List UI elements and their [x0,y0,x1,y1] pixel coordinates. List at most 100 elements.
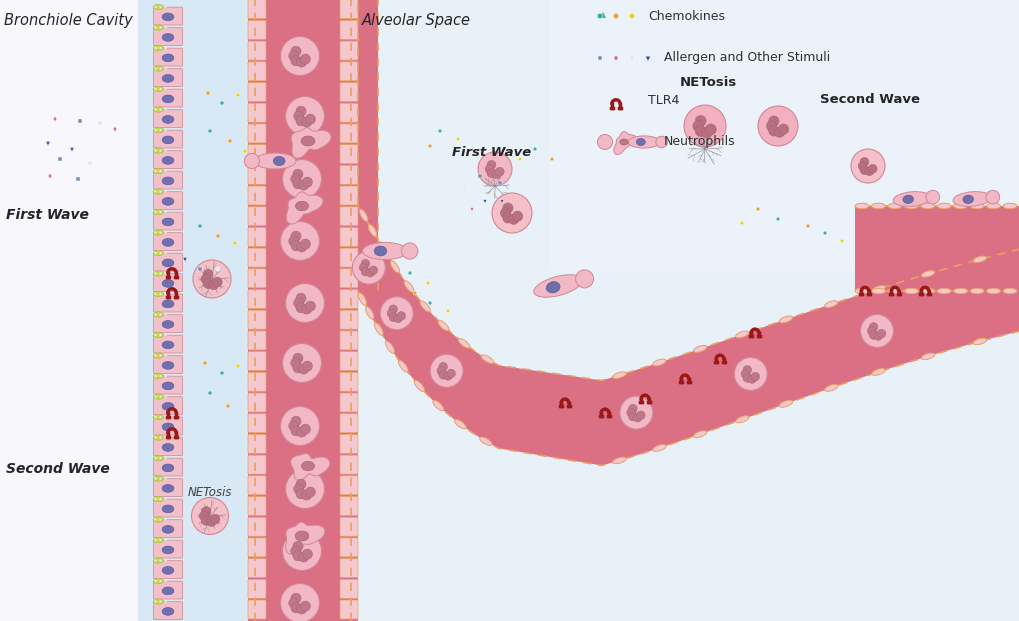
Circle shape [159,252,161,254]
Circle shape [302,304,312,314]
Circle shape [159,396,161,397]
Circle shape [164,273,166,274]
Circle shape [860,314,893,347]
Circle shape [154,375,157,377]
Ellipse shape [162,443,173,451]
Ellipse shape [153,189,163,194]
Ellipse shape [153,312,163,317]
Ellipse shape [162,402,173,410]
Circle shape [154,109,157,111]
Ellipse shape [153,394,163,399]
Bar [358,0,1019,621]
FancyBboxPatch shape [153,233,182,250]
Circle shape [159,457,161,459]
Circle shape [201,274,211,284]
Circle shape [210,514,220,524]
Circle shape [288,236,299,246]
Circle shape [282,160,321,199]
Ellipse shape [972,338,985,345]
Polygon shape [755,207,759,211]
Ellipse shape [153,25,163,30]
Ellipse shape [153,578,163,584]
Circle shape [159,498,161,500]
Ellipse shape [969,288,983,294]
FancyBboxPatch shape [153,602,182,620]
Polygon shape [645,56,650,61]
Circle shape [300,239,310,249]
Circle shape [203,279,213,289]
Polygon shape [220,101,224,105]
Ellipse shape [162,382,173,390]
FancyBboxPatch shape [248,103,266,122]
Ellipse shape [153,353,163,358]
Circle shape [491,170,500,179]
FancyBboxPatch shape [248,455,266,474]
Circle shape [164,68,166,70]
Circle shape [302,361,312,371]
FancyBboxPatch shape [153,171,182,189]
FancyBboxPatch shape [339,165,358,184]
Ellipse shape [636,138,645,145]
Ellipse shape [620,139,628,145]
Circle shape [768,116,779,126]
Polygon shape [775,217,780,221]
Ellipse shape [162,156,173,165]
Circle shape [164,539,166,541]
Circle shape [518,157,522,161]
Circle shape [154,478,157,479]
Ellipse shape [972,256,985,263]
Circle shape [297,242,307,252]
Circle shape [154,457,157,459]
Ellipse shape [153,599,163,604]
FancyBboxPatch shape [339,248,358,267]
FancyBboxPatch shape [339,538,358,557]
Circle shape [426,281,429,285]
Ellipse shape [936,203,951,209]
Circle shape [154,170,157,172]
Circle shape [235,93,239,97]
Circle shape [154,437,157,438]
Circle shape [193,260,230,298]
Polygon shape [290,453,329,481]
FancyBboxPatch shape [248,227,266,247]
Ellipse shape [390,261,399,273]
Circle shape [159,191,161,193]
Ellipse shape [612,457,626,464]
Ellipse shape [162,116,173,124]
FancyBboxPatch shape [339,579,358,598]
Circle shape [212,277,222,287]
FancyBboxPatch shape [153,294,182,312]
Circle shape [207,517,216,527]
FancyBboxPatch shape [248,476,266,495]
FancyBboxPatch shape [153,28,182,45]
Polygon shape [216,233,220,238]
Ellipse shape [153,455,163,461]
FancyBboxPatch shape [339,476,358,495]
Circle shape [502,203,513,213]
Ellipse shape [546,282,559,293]
FancyBboxPatch shape [339,517,358,536]
FancyBboxPatch shape [153,397,182,414]
Ellipse shape [904,203,917,209]
FancyBboxPatch shape [339,497,358,515]
Ellipse shape [920,271,933,277]
Circle shape [154,519,157,520]
Ellipse shape [953,203,967,209]
Circle shape [485,165,493,173]
Circle shape [695,116,705,126]
FancyBboxPatch shape [248,393,266,412]
Ellipse shape [162,464,173,472]
Ellipse shape [162,505,173,513]
FancyBboxPatch shape [153,458,182,476]
FancyBboxPatch shape [248,269,266,288]
Ellipse shape [479,437,491,445]
Text: NETosis: NETosis [680,76,737,89]
Circle shape [159,150,161,152]
Circle shape [438,363,447,371]
Ellipse shape [153,373,163,379]
Ellipse shape [365,307,374,319]
Ellipse shape [612,372,626,378]
Ellipse shape [952,192,990,206]
Circle shape [765,121,776,131]
Ellipse shape [162,320,173,329]
